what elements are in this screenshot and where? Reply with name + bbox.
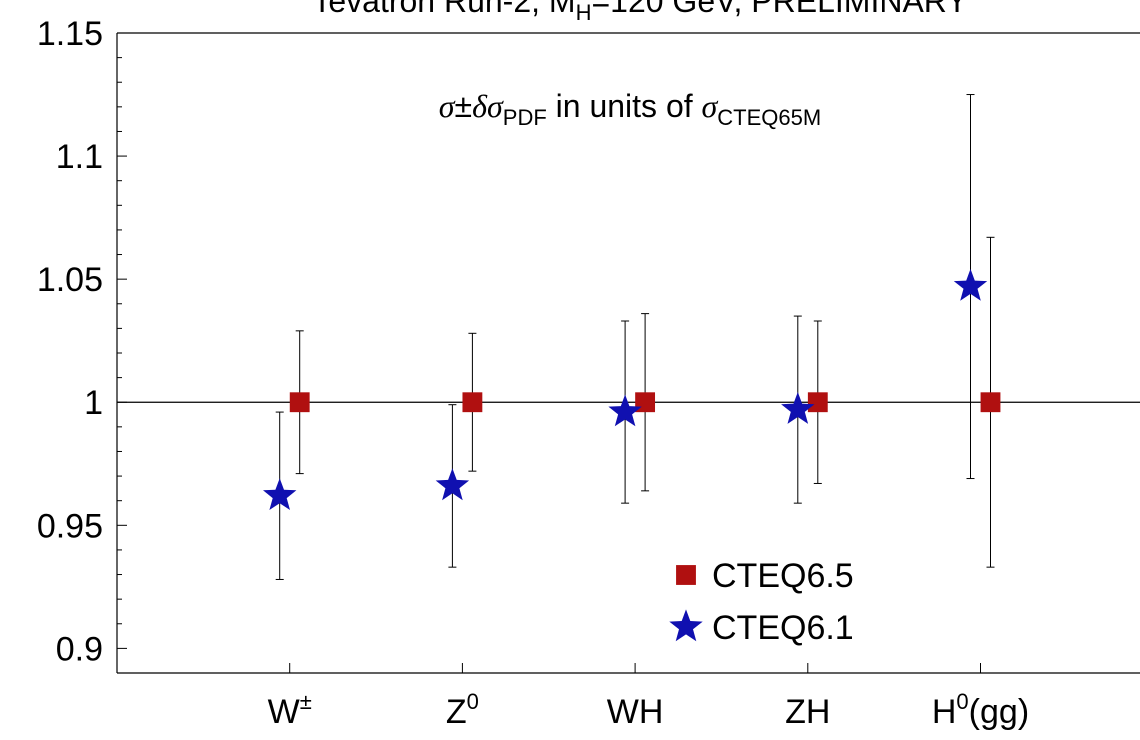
- data-point: [263, 478, 297, 510]
- x-tick-label: Z0: [446, 689, 479, 731]
- chart-title: Tevatron Run-2, MH=120 GeV, PRELIMINARY: [312, 0, 967, 25]
- data-point: [608, 394, 642, 427]
- x-tick-label-base: H: [932, 693, 957, 731]
- data-point: [807, 392, 828, 413]
- x-tick-label-sup: 0: [956, 689, 968, 714]
- x-tick-label: WH: [607, 693, 664, 731]
- x-tick-label: W±: [268, 689, 312, 731]
- x-tick-label-rest: (gg): [969, 693, 1029, 731]
- data-point: [435, 468, 470, 501]
- legend-marker: [676, 565, 696, 585]
- x-tick-label-base: ZH: [785, 693, 830, 731]
- data-point: [289, 392, 310, 413]
- y-tick-label: 1: [84, 384, 103, 422]
- y-tick-label: 0.9: [56, 630, 103, 668]
- data-point: [781, 392, 815, 424]
- x-tick-label-base: WH: [607, 693, 664, 731]
- x-tick-label-base: W: [268, 693, 300, 731]
- data-point: [980, 392, 1001, 413]
- x-tick-label-base: Z: [446, 693, 467, 731]
- legend-label: CTEQ6.5: [712, 557, 854, 595]
- y-tick-label: 0.95: [37, 507, 103, 545]
- annotation: σ±δσPDF in units of σCTEQ65M: [439, 88, 821, 130]
- data-point: [953, 268, 988, 301]
- x-tick-label-sup: ±: [300, 689, 312, 714]
- y-tick-label: 1.15: [37, 15, 103, 53]
- legend-label: CTEQ6.1: [712, 609, 854, 647]
- x-tick-label-sup: 0: [467, 689, 479, 714]
- x-tick-label: ZH: [785, 693, 830, 731]
- y-tick-label: 1.05: [37, 261, 103, 299]
- data-point: [462, 392, 483, 413]
- legend-marker: [669, 609, 703, 642]
- x-tick-label: H0(gg): [932, 689, 1029, 731]
- y-tick-label: 1.1: [56, 138, 103, 176]
